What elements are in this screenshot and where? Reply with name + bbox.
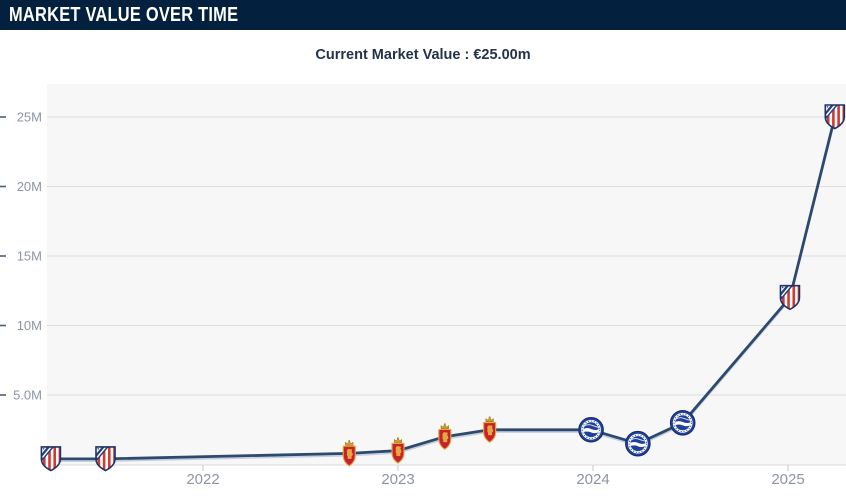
x-axis-label: 2024 [576, 471, 609, 488]
current-market-value-row: Current Market Value : €25.00m [0, 46, 846, 64]
page-title: MARKET VALUE OVER TIME [9, 4, 239, 26]
marker-real-zaragoza-icon[interactable] [438, 423, 452, 450]
marker-deportivo-alaves-icon[interactable] [625, 430, 651, 457]
y-axis-label: 5.0M [13, 388, 42, 403]
marker-deportivo-alaves-icon[interactable] [669, 409, 696, 436]
x-axis-label: 2023 [381, 471, 414, 488]
y-axis-label: 15M [17, 249, 42, 264]
marker-real-zaragoza-icon[interactable] [342, 439, 356, 467]
y-axis-label: 20M [17, 179, 42, 194]
marker-atletico-madrid-icon[interactable] [40, 446, 62, 472]
marker-real-zaragoza-icon[interactable] [391, 437, 405, 464]
y-axis-label: 25M [17, 110, 42, 125]
marker-atletico-madrid-icon[interactable] [779, 284, 801, 311]
marker-atletico-madrid-icon[interactable] [824, 104, 846, 130]
plot-area [47, 84, 846, 465]
marker-deportivo-alaves-icon[interactable] [578, 416, 604, 443]
marker-atletico-madrid-icon[interactable] [95, 446, 116, 472]
y-axis-label: 10M [17, 318, 42, 333]
x-axis-label: 2025 [771, 471, 804, 488]
marker-real-zaragoza-icon[interactable] [483, 416, 497, 444]
x-axis-label: 2022 [186, 471, 219, 488]
widget-header: MARKET VALUE OVER TIME [0, 0, 846, 30]
current-market-value-text: Current Market Value : €25.00m [315, 47, 531, 63]
